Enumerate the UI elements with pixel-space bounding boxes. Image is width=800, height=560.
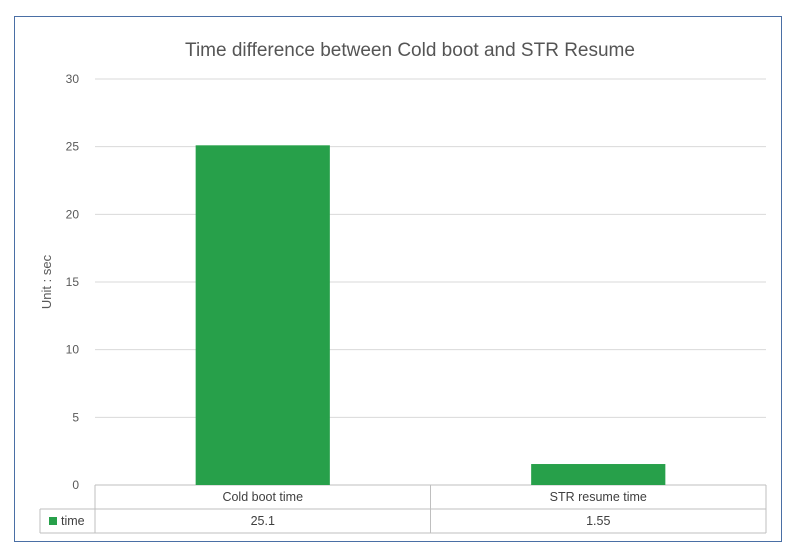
y-tick-label: 10 xyxy=(66,343,80,357)
legend-key xyxy=(49,517,57,525)
legend-label: time xyxy=(61,514,85,528)
y-tick-label: 25 xyxy=(66,140,80,154)
y-tick-label: 30 xyxy=(66,72,80,86)
chart-frame xyxy=(14,16,782,542)
y-axis-ticks: 0 5 10 15 20 25 30 xyxy=(66,72,80,492)
bar xyxy=(195,145,330,485)
bars xyxy=(195,145,666,485)
category-label: STR resume time xyxy=(550,490,647,504)
y-tick-label: 0 xyxy=(72,478,79,492)
category-label: Cold boot time xyxy=(222,490,303,504)
data-value-label: 25.1 xyxy=(251,514,275,528)
y-tick-label: 20 xyxy=(66,207,80,221)
data-value-label: 1.55 xyxy=(586,514,610,528)
data-table: Cold boot time 25.1 STR resume time 1.55 tim… xyxy=(39,485,767,534)
y-tick-label: 15 xyxy=(66,275,80,289)
bar xyxy=(531,464,666,485)
y-axis-title: Unit : sec xyxy=(39,254,54,309)
chart-title: Time difference between Cold boot and ST… xyxy=(185,40,635,61)
y-tick-label: 5 xyxy=(72,410,79,424)
